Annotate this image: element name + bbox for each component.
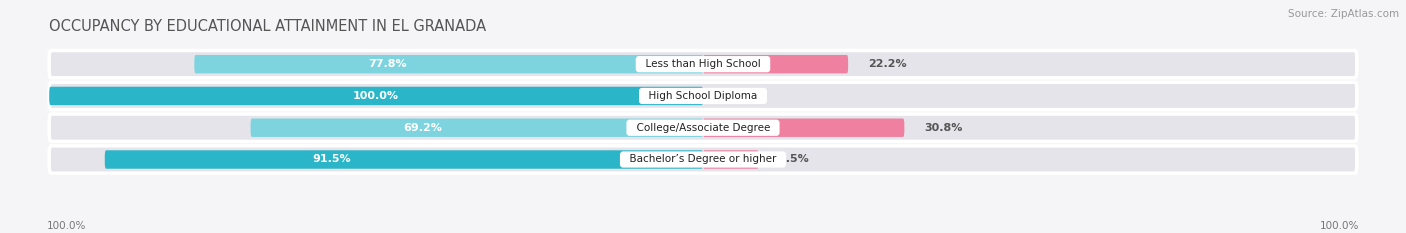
Text: 69.2%: 69.2% xyxy=(404,123,441,133)
Text: High School Diploma: High School Diploma xyxy=(643,91,763,101)
Text: 0.0%: 0.0% xyxy=(723,91,754,101)
FancyBboxPatch shape xyxy=(105,150,703,169)
FancyBboxPatch shape xyxy=(49,51,1357,78)
Text: 100.0%: 100.0% xyxy=(46,221,86,231)
FancyBboxPatch shape xyxy=(703,150,759,169)
Text: 77.8%: 77.8% xyxy=(368,59,406,69)
FancyBboxPatch shape xyxy=(49,87,703,105)
Text: 100.0%: 100.0% xyxy=(1320,221,1360,231)
Text: 91.5%: 91.5% xyxy=(312,154,352,164)
Text: OCCUPANCY BY EDUCATIONAL ATTAINMENT IN EL GRANADA: OCCUPANCY BY EDUCATIONAL ATTAINMENT IN E… xyxy=(49,19,486,34)
Text: College/Associate Degree: College/Associate Degree xyxy=(630,123,776,133)
Text: 30.8%: 30.8% xyxy=(924,123,962,133)
FancyBboxPatch shape xyxy=(49,146,1357,173)
Text: 22.2%: 22.2% xyxy=(868,59,907,69)
FancyBboxPatch shape xyxy=(49,114,1357,141)
Text: 8.5%: 8.5% xyxy=(778,154,808,164)
FancyBboxPatch shape xyxy=(703,55,848,73)
Text: Bachelor’s Degree or higher: Bachelor’s Degree or higher xyxy=(623,154,783,164)
Text: 100.0%: 100.0% xyxy=(353,91,399,101)
FancyBboxPatch shape xyxy=(194,55,703,73)
FancyBboxPatch shape xyxy=(49,82,1357,110)
Text: Less than High School: Less than High School xyxy=(638,59,768,69)
FancyBboxPatch shape xyxy=(250,119,703,137)
Text: Source: ZipAtlas.com: Source: ZipAtlas.com xyxy=(1288,9,1399,19)
FancyBboxPatch shape xyxy=(703,119,904,137)
